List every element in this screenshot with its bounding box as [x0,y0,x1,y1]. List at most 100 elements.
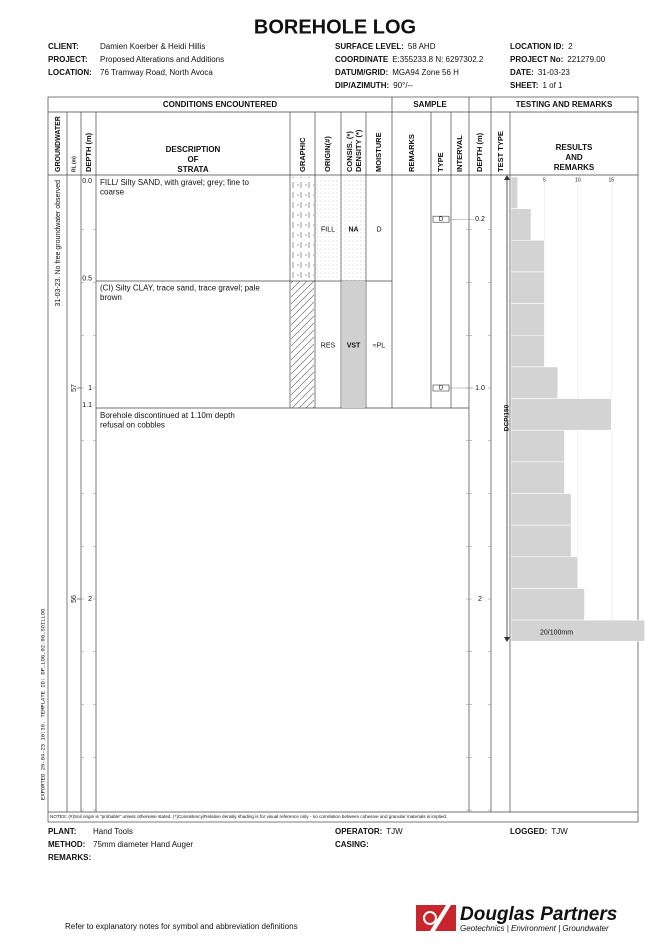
column-header: DEPTH (m) [84,132,93,172]
logo-name: Douglas Partners [460,904,617,925]
sample-type: D [439,386,444,392]
dcp-bar [510,493,572,526]
test-type: DCP/150 [504,404,511,431]
field-label: PROJECT: [48,55,88,64]
stratum-description: coarse [100,188,125,197]
dcp-bar [510,429,565,463]
field-value: 221279.00 [567,55,605,64]
logo-icon-ring [423,911,437,925]
field-label: DIP/AZIMUTH: [335,81,389,90]
section-header: SAMPLE [413,100,447,109]
dcp-bar [510,588,585,621]
rl-label: 56 [71,595,78,603]
field-label: PLANT: [48,827,76,836]
export-note: EXPORTED 26-04-23 10:39. TEMPLATE ID: DP… [39,609,46,800]
logo-tagline: Geotechnics | Environment | Groundwater [460,924,609,933]
field-label: DATUM/GRID: [335,68,388,77]
field-label: SHEET: [510,81,538,90]
rl-label: 57 [71,384,78,392]
field-value: Proposed Alterations and Additions [100,55,224,64]
notes: NOTES: (#)Soil origin is "probable" unle… [50,814,447,819]
stratum-description: FILL/ Silty SAND, with gravel; grey; fin… [100,178,249,187]
table-frame [47,96,639,823]
column-header: DENSITY (*) [354,129,363,172]
column-header: RESULTS [556,143,593,152]
column-header: INTERVAL [455,135,464,172]
dcp-label: 20/100mm [540,629,573,636]
stratum-consistency: NA [348,227,358,234]
column-header: DESCRIPTION [166,145,221,154]
dcp-bar [510,366,559,399]
groundwater-note: 31-03-23. No free groundwater observed [55,180,62,307]
column-header: RL (m) [71,156,77,172]
sample-depth: 0.2 [475,216,485,223]
sample-type: D [439,217,444,223]
field-label: CASING: [335,840,369,849]
field-value: 76 Tramway Road, North Avoca [100,68,213,77]
x-tick-label: 10 [575,177,581,183]
stratum-depth: 0.5 [82,275,92,282]
reference-note: Refer to explanatory notes for symbol an… [65,922,298,931]
field-value: MGA94 Zone 56 H [392,68,459,77]
field-label: DATE: [510,68,534,77]
dcp-bar [510,303,545,336]
field-value: 90°/-- [393,81,413,90]
clay-graphic [291,281,314,408]
stratum-depth: 0.0 [82,178,92,185]
column-header: DEPTH (m) [475,132,484,172]
field-value: 31-03-23 [538,68,571,77]
field-value: TJW [551,827,568,836]
field-value: 58 AHD [408,42,436,51]
field-label: METHOD: [48,840,85,849]
field-value: 2 [568,42,573,51]
field-value: Hand Tools [93,827,133,836]
section-header: CONDITIONS ENCOUNTERED [163,100,277,109]
dcp-bar [510,240,545,273]
dcp-bar [510,461,565,494]
field-label: CLIENT: [48,42,79,51]
consistency-shading [342,281,365,408]
column-header: CONSIS. (*) [345,131,354,172]
dcp-bar [510,208,532,241]
end-description: Borehole discontinued at 1.10m depth [100,411,235,420]
dcp-bar [510,271,545,304]
logo-icon-stripe [430,905,451,931]
column-header: REMARKS [407,134,416,172]
stratum-moisture: ≈PL [373,343,386,350]
section-header: TESTING AND REMARKS [516,100,613,109]
dcp-bar [510,398,612,431]
column-header: MOISTURE [374,132,383,172]
dcp-bar [510,334,545,368]
column-header: TEST TYPE [496,131,505,172]
column-header: REMARKS [554,163,595,172]
column-header: STRATA [177,165,208,174]
stratum-description: (CI) Silty CLAY, trace sand, trace grave… [100,284,260,293]
field-value: TJW [386,827,403,836]
stratum-description: brown [100,293,122,302]
column-header: GRAPHIC [298,137,307,172]
stratum-origin: RES [321,343,336,350]
field-value: Damien Koerber & Heidi Hillis [100,42,205,51]
dcp-bar [510,619,645,642]
stratum-consistency: VST [347,343,361,350]
field-label: PROJECT No: [510,55,563,64]
field-value: 75mm diameter Hand Auger [93,840,193,849]
sample-depth: 1.0 [475,385,485,392]
x-tick-label: 5 [543,177,546,183]
depth-label: 2 [88,596,92,603]
column-header: AND [565,153,583,162]
fill-shading [316,177,365,281]
x-tick-label: 15 [608,177,614,183]
field-label: REMARKS: [48,853,91,862]
stratum-moisture: D [376,227,381,234]
sample-depth-scale: 2 [478,596,482,603]
field-label: LOCATION: [48,68,92,77]
column-header: ORIGIN(#) [323,136,332,172]
field-label: SURFACE LEVEL: [335,42,404,51]
field-label: OPERATOR: [335,827,382,836]
field-label: LOGGED: [510,827,547,836]
column-header: GROUNDWATER [55,116,62,172]
column-header: TYPE [436,152,445,172]
field-value: E:355233.8 N: 6297302.2 [392,55,484,64]
